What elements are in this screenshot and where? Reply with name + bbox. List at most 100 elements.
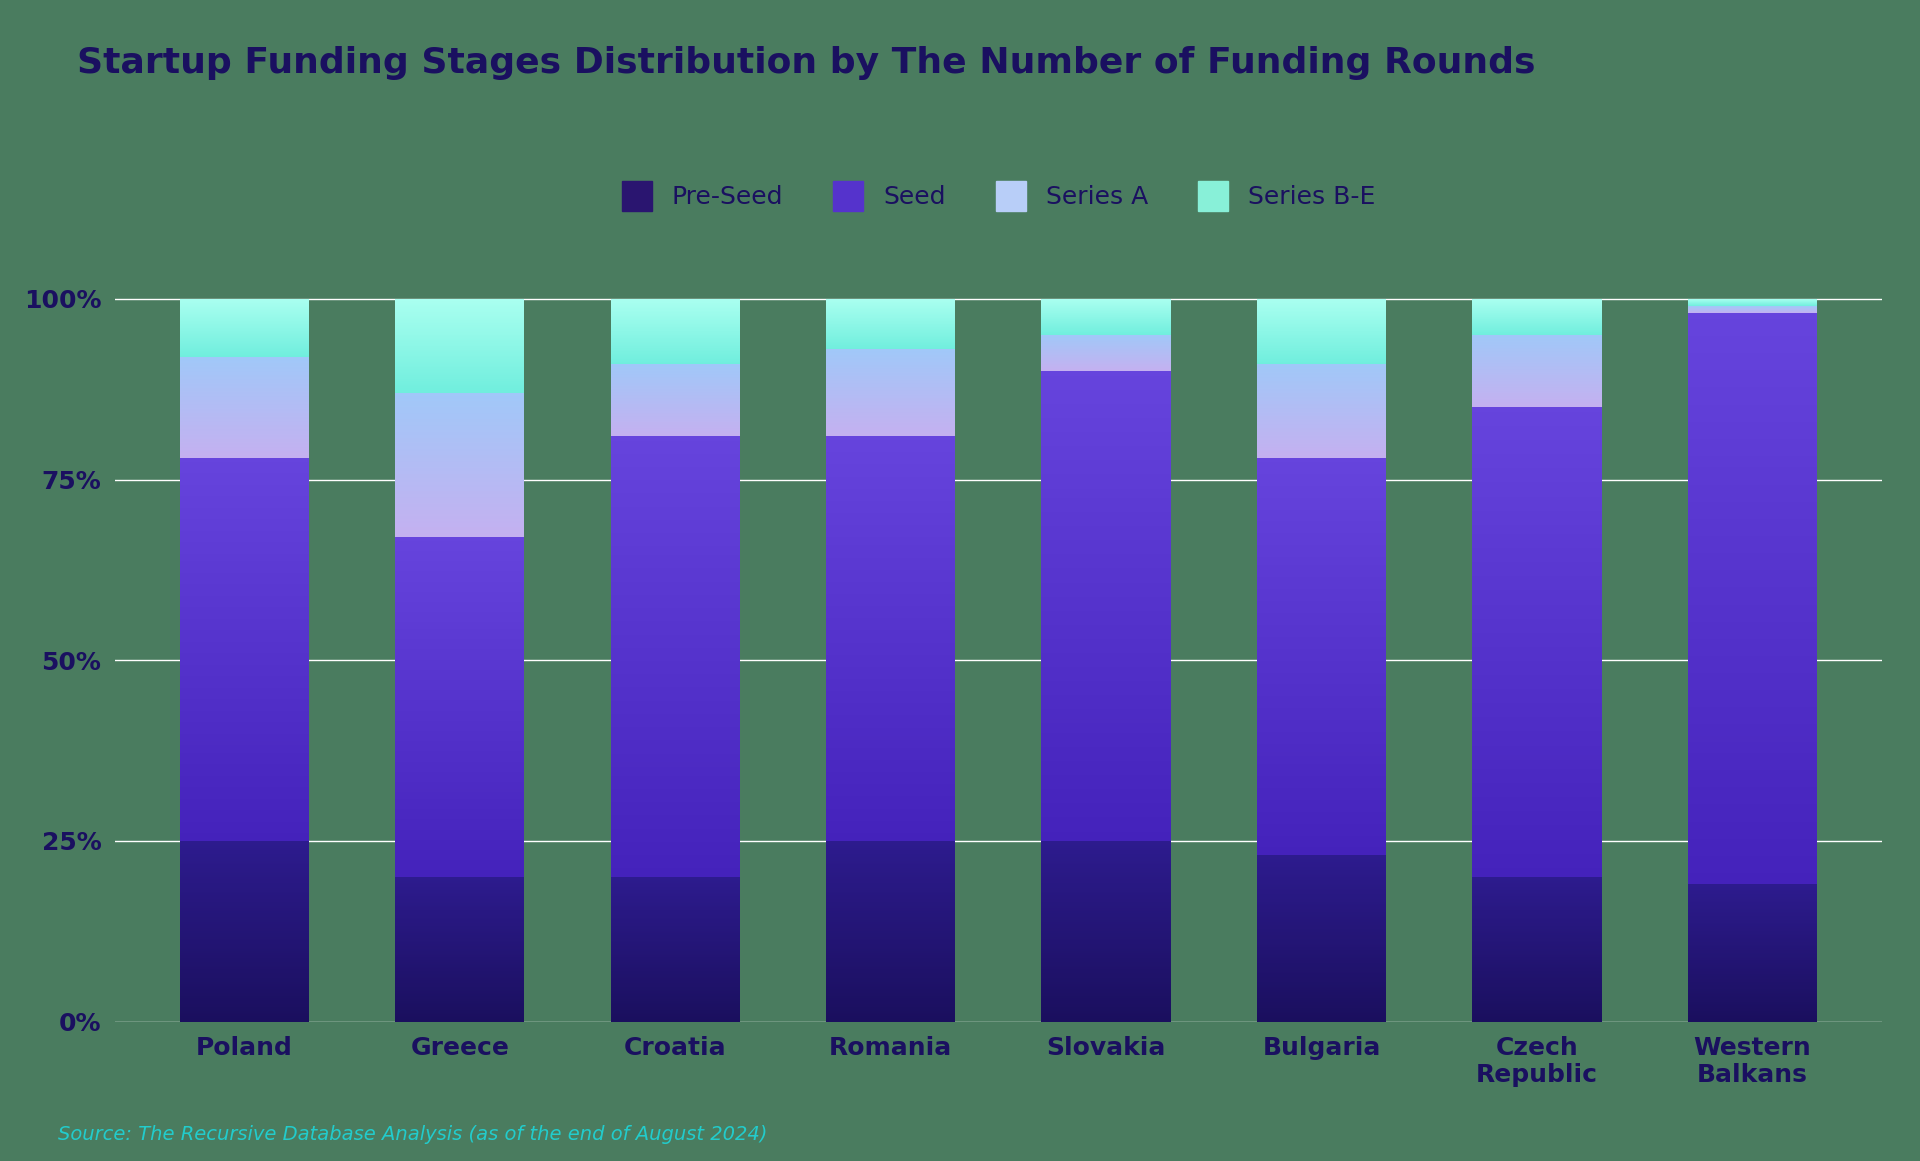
Bar xyxy=(1041,971,1171,973)
Bar xyxy=(1688,940,1816,942)
Bar xyxy=(1688,781,1816,787)
Bar xyxy=(1258,664,1386,669)
Bar xyxy=(396,656,524,659)
Bar xyxy=(396,915,524,916)
Bar xyxy=(396,592,524,596)
Bar xyxy=(611,749,739,753)
Bar xyxy=(1258,961,1386,964)
Bar xyxy=(396,1021,524,1022)
Bar xyxy=(1688,382,1816,388)
Bar xyxy=(1041,975,1171,976)
Bar xyxy=(1258,493,1386,498)
Bar xyxy=(1041,728,1171,733)
Bar xyxy=(180,737,309,742)
Bar xyxy=(180,622,309,627)
Bar xyxy=(1688,957,1816,959)
Bar xyxy=(1473,502,1601,506)
Bar xyxy=(1688,1000,1816,1001)
Bar xyxy=(396,545,524,548)
Bar xyxy=(396,939,524,940)
Bar xyxy=(1041,475,1171,479)
Bar xyxy=(1258,998,1386,1000)
Bar xyxy=(826,865,956,866)
Bar xyxy=(1473,764,1601,769)
Bar xyxy=(1688,983,1816,985)
Bar xyxy=(1041,944,1171,946)
Bar xyxy=(1041,979,1171,980)
Bar xyxy=(1473,830,1601,835)
Bar xyxy=(1688,971,1816,972)
Bar xyxy=(180,561,309,565)
Bar xyxy=(1688,474,1816,478)
Bar xyxy=(1258,875,1386,877)
Bar xyxy=(611,965,739,967)
Bar xyxy=(1688,799,1816,805)
Bar xyxy=(1473,931,1601,932)
Bar xyxy=(396,820,524,823)
Bar xyxy=(180,599,309,604)
Bar xyxy=(1688,542,1816,547)
Bar xyxy=(396,908,524,909)
Bar xyxy=(826,720,956,723)
Bar xyxy=(396,945,524,946)
Bar xyxy=(826,521,956,525)
Bar xyxy=(396,473,524,474)
Bar xyxy=(826,473,956,477)
Bar xyxy=(180,892,309,893)
Bar xyxy=(1688,924,1816,925)
Bar xyxy=(1041,926,1171,928)
Bar xyxy=(611,616,739,621)
Bar xyxy=(1688,960,1816,961)
Bar xyxy=(611,789,739,793)
Bar xyxy=(396,961,524,962)
Bar xyxy=(396,836,524,839)
Bar xyxy=(1688,932,1816,933)
Bar xyxy=(180,964,309,966)
Bar xyxy=(396,463,524,466)
Bar xyxy=(1473,605,1601,610)
Bar xyxy=(1688,844,1816,850)
Bar xyxy=(1473,953,1601,956)
Bar xyxy=(1258,605,1386,608)
Bar xyxy=(396,460,524,461)
Bar xyxy=(1473,661,1601,665)
Bar xyxy=(1258,561,1386,565)
Bar xyxy=(1258,669,1386,672)
Bar xyxy=(396,505,524,507)
Bar xyxy=(611,1015,739,1016)
Bar xyxy=(396,962,524,964)
Bar xyxy=(826,445,956,448)
Bar xyxy=(1688,650,1816,656)
Bar xyxy=(1473,591,1601,596)
Bar xyxy=(1473,633,1601,637)
Bar xyxy=(826,736,956,740)
Bar xyxy=(396,461,524,462)
Bar xyxy=(826,969,956,971)
Bar xyxy=(611,1008,739,1009)
Bar xyxy=(396,923,524,925)
Bar xyxy=(826,611,956,614)
Bar xyxy=(1688,593,1816,599)
Bar xyxy=(180,519,309,522)
Bar xyxy=(180,619,309,622)
Bar xyxy=(1041,865,1171,866)
Bar xyxy=(1473,965,1601,967)
Bar xyxy=(396,920,524,921)
Bar xyxy=(826,850,956,852)
Bar xyxy=(1473,946,1601,947)
Bar xyxy=(611,882,739,885)
Bar xyxy=(396,731,524,735)
Bar xyxy=(396,724,524,728)
Bar xyxy=(180,950,309,951)
Bar xyxy=(1688,929,1816,930)
Bar xyxy=(396,499,524,502)
Bar xyxy=(180,569,309,572)
Bar xyxy=(396,633,524,636)
Bar xyxy=(611,950,739,951)
Bar xyxy=(826,837,956,841)
Bar xyxy=(1258,995,1386,997)
Bar xyxy=(1258,863,1386,864)
Bar xyxy=(826,663,956,666)
Bar xyxy=(826,813,956,816)
Bar xyxy=(1041,951,1171,953)
